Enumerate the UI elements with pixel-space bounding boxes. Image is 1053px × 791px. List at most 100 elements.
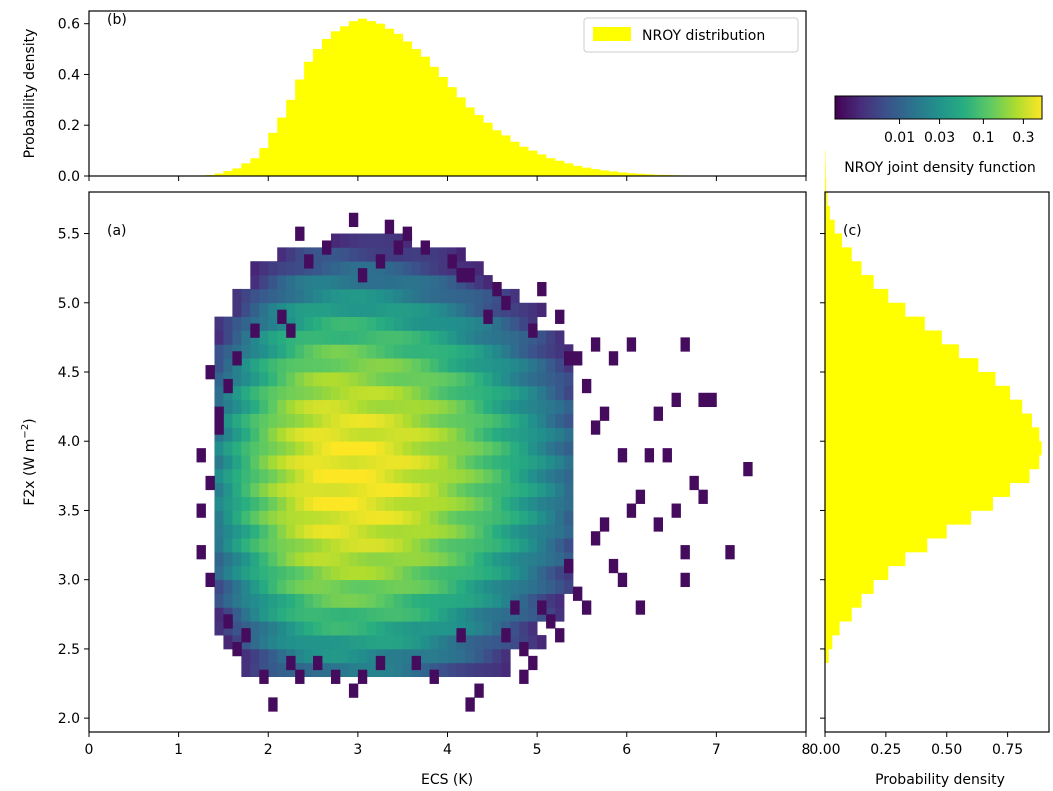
heatmap-cell bbox=[420, 552, 430, 567]
heatmap-cell bbox=[501, 538, 511, 553]
heatmap-cell bbox=[456, 552, 466, 567]
y-tick-label: 0.6 bbox=[58, 17, 80, 33]
heatmap-cell bbox=[393, 607, 404, 622]
heatmap-cell bbox=[375, 468, 386, 484]
heatmap-cell bbox=[304, 399, 314, 414]
heatmap-cell bbox=[232, 316, 242, 331]
heatmap-cell bbox=[214, 344, 224, 359]
heatmap-cell bbox=[519, 372, 529, 387]
heatmap-cell bbox=[295, 496, 305, 511]
heatmap-cell bbox=[590, 531, 601, 546]
histogram-bar bbox=[825, 413, 1032, 428]
heatmap-cell bbox=[456, 372, 466, 387]
heatmap-cell bbox=[241, 372, 251, 387]
heatmap-cell bbox=[644, 448, 655, 463]
heatmap-cell bbox=[322, 330, 332, 345]
heatmap-cell bbox=[474, 372, 484, 387]
heatmap-cell bbox=[357, 669, 368, 684]
heatmap-cell bbox=[375, 565, 386, 581]
heatmap-cell bbox=[501, 372, 511, 387]
heatmap-cell bbox=[420, 344, 430, 359]
heatmap-cell bbox=[411, 552, 422, 567]
heatmap-cell bbox=[268, 538, 278, 553]
heatmap-cell bbox=[250, 441, 260, 456]
heatmap-cell bbox=[402, 358, 413, 373]
heatmap-cell bbox=[447, 316, 457, 331]
heatmap-cell bbox=[519, 358, 529, 373]
heatmap-cell bbox=[519, 593, 529, 608]
heatmap-cell bbox=[492, 510, 502, 525]
heatmap-cell bbox=[492, 607, 502, 622]
heatmap-cell bbox=[277, 635, 287, 650]
heatmap-cell bbox=[357, 316, 368, 331]
panel-b-bars bbox=[196, 18, 717, 177]
heatmap-cell bbox=[268, 302, 278, 318]
heatmap-cell bbox=[528, 455, 538, 470]
y-tick-label: 5.0 bbox=[58, 296, 80, 312]
heatmap-cell bbox=[420, 275, 430, 290]
heatmap-cell bbox=[304, 330, 314, 345]
heatmap-cell bbox=[241, 468, 251, 484]
histogram-bar bbox=[393, 33, 403, 176]
histogram-bar bbox=[825, 275, 874, 290]
heatmap-cell bbox=[313, 344, 323, 359]
heatmap-cell bbox=[268, 261, 278, 276]
heatmap-cell bbox=[626, 503, 637, 518]
heatmap-cell bbox=[295, 565, 305, 581]
heatmap-cell bbox=[339, 538, 350, 553]
heatmap-cell bbox=[483, 538, 493, 553]
heatmap-cell bbox=[393, 261, 404, 276]
heatmap-cell bbox=[447, 254, 457, 269]
heatmap-cell bbox=[510, 344, 520, 359]
heatmap-cell bbox=[402, 621, 413, 636]
heatmap-cell bbox=[223, 496, 233, 511]
heatmap-cell bbox=[519, 455, 529, 470]
heatmap-cell bbox=[420, 427, 430, 442]
heatmap-cell bbox=[465, 268, 475, 283]
heatmap-cell bbox=[537, 482, 547, 498]
heatmap-cell bbox=[456, 538, 466, 553]
heatmap-cell bbox=[429, 385, 439, 401]
heatmap-cell bbox=[366, 538, 377, 553]
heatmap-cell bbox=[474, 648, 484, 664]
heatmap-cell bbox=[348, 468, 359, 484]
heatmap-cell bbox=[393, 275, 404, 290]
histogram-bar bbox=[402, 41, 412, 177]
heatmap-cell bbox=[339, 496, 350, 511]
heatmap-cell bbox=[510, 399, 520, 414]
heatmap-cell bbox=[322, 607, 332, 622]
heatmap-cell bbox=[411, 427, 422, 442]
heatmap-cell bbox=[447, 455, 457, 470]
heatmap-cell bbox=[366, 261, 377, 276]
heatmap-cell bbox=[375, 302, 386, 318]
heatmap-cell bbox=[546, 372, 556, 387]
heatmap-cell bbox=[384, 372, 395, 387]
heatmap-cell bbox=[330, 468, 341, 484]
heatmap-cell bbox=[528, 413, 538, 428]
heatmap-cell bbox=[698, 392, 708, 408]
heatmap-cell bbox=[411, 275, 422, 290]
heatmap-cell bbox=[250, 496, 260, 511]
heatmap-cell bbox=[277, 524, 287, 539]
heatmap-cell bbox=[474, 427, 484, 442]
panel-b-xaxis bbox=[88, 176, 807, 181]
heatmap-cell bbox=[429, 482, 439, 498]
heatmap-cell bbox=[366, 524, 377, 539]
heatmap-cell bbox=[411, 468, 422, 484]
heatmap-cell bbox=[232, 496, 242, 511]
histogram-bar bbox=[447, 87, 457, 176]
heatmap-cell bbox=[348, 455, 359, 470]
heatmap-cell bbox=[286, 372, 296, 387]
heatmap-cell bbox=[348, 413, 359, 428]
heatmap-cell bbox=[725, 545, 735, 560]
colorbar: 0.01 0.03 0.1 0.3 NROY joint density functi… bbox=[834, 95, 1043, 176]
heatmap-cell bbox=[438, 607, 448, 622]
heatmap-cell bbox=[384, 579, 395, 594]
heatmap-cell bbox=[250, 468, 260, 484]
heatmap-cell bbox=[250, 323, 260, 338]
heatmap-cell bbox=[519, 496, 529, 511]
heatmap-cell bbox=[366, 288, 377, 304]
heatmap-cell bbox=[339, 565, 350, 581]
heatmap-cell bbox=[313, 655, 323, 671]
heatmap-cell bbox=[555, 427, 565, 442]
